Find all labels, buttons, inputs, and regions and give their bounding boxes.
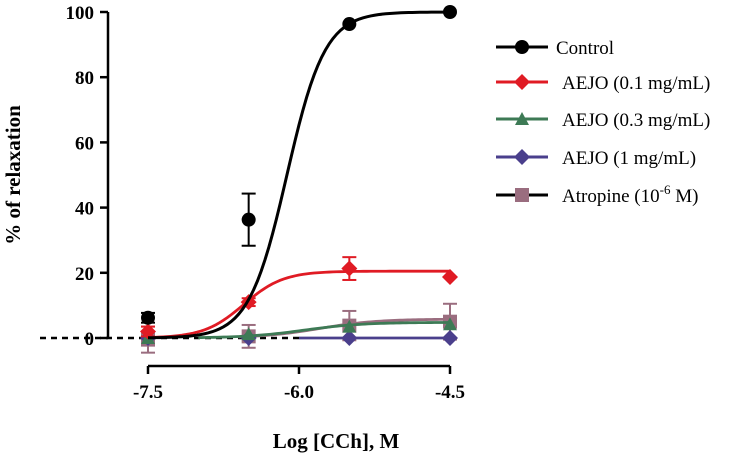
data-point xyxy=(442,330,458,346)
x-tick-label: -7.5 xyxy=(133,382,163,403)
legend-marker xyxy=(515,112,529,125)
legend-item-1: AEJO (0.1 mg/mL) xyxy=(496,73,710,94)
series-1 xyxy=(140,256,458,340)
legend-label: AEJO (1 mg/mL) xyxy=(562,148,696,169)
y-tick-label: 20 xyxy=(75,264,94,285)
data-point xyxy=(141,310,155,325)
plot-area xyxy=(40,5,458,354)
data-point xyxy=(342,17,357,32)
legend-marker xyxy=(514,149,530,165)
y-tick-label: 0 xyxy=(85,329,95,350)
data-point xyxy=(241,327,256,341)
series-4 xyxy=(141,302,457,354)
data-point xyxy=(342,319,357,333)
fit-curve xyxy=(147,10,451,340)
data-point xyxy=(140,323,156,340)
legend-label: Atropine (10-6 M) xyxy=(562,182,698,207)
legend-item-2: AEJO (0.3 mg/mL) xyxy=(496,110,710,131)
legend-item-3: AEJO (1 mg/mL) xyxy=(496,148,696,169)
fit-curve xyxy=(147,269,450,339)
data-point xyxy=(443,5,457,19)
axes: 0 20 40 60 80 100 -7.5 -6.0 -4.5 xyxy=(66,3,466,403)
data-point xyxy=(241,212,256,227)
series-0 xyxy=(141,5,457,340)
fit-curve xyxy=(198,321,451,339)
x-tick-label: -4.5 xyxy=(435,382,465,403)
legend-superscript: -6 xyxy=(660,182,671,197)
y-tick-label: 60 xyxy=(75,133,94,154)
legend-marker xyxy=(515,40,529,54)
legend-label-tail: M) xyxy=(670,186,698,207)
data-point xyxy=(443,317,457,331)
data-point xyxy=(341,330,358,346)
legend-item-0: Control xyxy=(496,38,614,59)
x-axis-title: Log [CCh], M xyxy=(273,429,400,453)
legend-label: Control xyxy=(556,38,614,59)
legend-item-4: Atropine (10-6 M) xyxy=(496,182,698,207)
legend-marker xyxy=(514,74,530,90)
legend-label: AEJO (0.1 mg/mL) xyxy=(562,73,710,94)
series-2 xyxy=(141,317,457,344)
data-point xyxy=(442,269,458,286)
legend-marker xyxy=(515,188,529,202)
x-tick-label: -6.0 xyxy=(284,382,314,403)
y-axis-title: % of relaxation xyxy=(1,105,25,245)
y-tick-label: 40 xyxy=(75,199,94,220)
legend-label: AEJO (0.3 mg/mL) xyxy=(562,110,710,131)
y-tick-label: 100 xyxy=(66,3,95,24)
y-tick-label: 80 xyxy=(75,68,94,89)
data-point xyxy=(341,260,358,277)
legend: Control AEJO (0.1 mg/mL) AEJO (0.3 mg/mL) A… xyxy=(496,38,710,207)
